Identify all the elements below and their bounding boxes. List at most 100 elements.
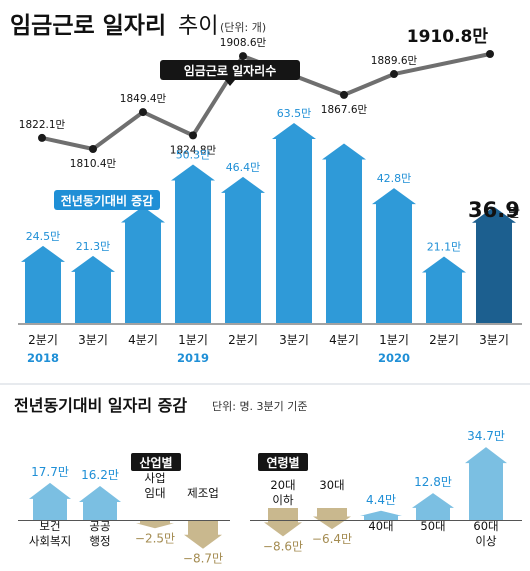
page-title: 임금근로 일자리 bbox=[10, 13, 166, 39]
year-label: 2019 bbox=[177, 351, 209, 365]
line-point-label: 1810.4만 bbox=[70, 158, 117, 170]
quarter-tick-label: 4분기 bbox=[329, 333, 359, 347]
quarter-bar bbox=[21, 245, 65, 323]
section-title: 전년동기대비 일자리 증감 bbox=[14, 396, 187, 415]
line-point bbox=[390, 70, 398, 79]
industry-bar bbox=[136, 520, 174, 529]
line-point-label: 1910.8만 bbox=[407, 27, 489, 47]
quarter-bar bbox=[422, 256, 466, 323]
age-bar-label: −6.4만 bbox=[312, 532, 352, 546]
industry-bar-label: 17.7만 bbox=[31, 465, 69, 479]
industry-bar bbox=[29, 482, 71, 520]
age-category-label: 30대 bbox=[319, 478, 344, 492]
industry-bar bbox=[79, 485, 121, 520]
line-point bbox=[486, 50, 494, 58]
last-value-unit: 만 bbox=[508, 206, 520, 221]
age-bar bbox=[313, 508, 351, 530]
quarter-bar-label: 46.4만 bbox=[226, 161, 261, 174]
unit-note: (단위: 개) bbox=[220, 21, 266, 34]
industry-bar-label: 16.2만 bbox=[81, 468, 119, 482]
age-category-label: 이하 bbox=[272, 493, 294, 507]
industry-bar bbox=[184, 520, 222, 549]
industry-bar-label: −8.7만 bbox=[183, 552, 223, 566]
age-bar-label: 4.4만 bbox=[366, 493, 396, 507]
industry-category-label: 사업 bbox=[144, 471, 165, 485]
line-point-label: 1824.8만 bbox=[170, 144, 217, 156]
age-bar bbox=[360, 510, 402, 520]
line-legend: 임금근로 일자리수 bbox=[160, 60, 300, 86]
age-bar-label: 12.8만 bbox=[414, 475, 452, 489]
industry-category-label: 제조업 bbox=[187, 486, 219, 500]
line-chart: 1822.1만 1810.4만 1849.4만 1824.8만 1908.6만 1867.… bbox=[19, 27, 494, 170]
quarter-tick-label: 4분기 bbox=[128, 333, 158, 347]
quarter-bar bbox=[71, 255, 115, 323]
quarter-bar-chart: 24.5만 21.3만 50.3만 46.4만 63.5만 42.8만 21.1만 2분기 20… bbox=[18, 107, 522, 365]
line-point bbox=[139, 108, 147, 117]
section-subtitle: 단위: 명. 3분기 기준 bbox=[212, 400, 308, 413]
line-legend-box bbox=[160, 60, 300, 80]
quarter-bar bbox=[171, 164, 215, 323]
age-bar-label: −8.6만 bbox=[263, 539, 303, 553]
last-value-number: 36.9 bbox=[468, 198, 520, 222]
industry-category-label: 임대 bbox=[144, 486, 165, 500]
last-value-highlight: 36.9 만 bbox=[468, 198, 520, 222]
quarter-bar bbox=[221, 176, 265, 323]
line-point bbox=[89, 145, 97, 153]
age-category-label: 40대 bbox=[368, 519, 393, 533]
industry-category-label: 행정 bbox=[89, 534, 110, 548]
line-point-label: 1822.1만 bbox=[19, 119, 66, 131]
industry-group-label: 산업별 bbox=[139, 455, 172, 470]
quarter-bar bbox=[272, 122, 316, 323]
page-title-suffix: 추이 bbox=[178, 14, 218, 39]
line-point bbox=[239, 52, 247, 61]
quarter-tick-label: 1분기 bbox=[379, 333, 409, 347]
age-bar-label: 34.7만 bbox=[467, 429, 505, 443]
quarter-bar-label: 42.8만 bbox=[377, 172, 412, 185]
industry-category-label: 보건 bbox=[39, 519, 60, 533]
year-label: 2018 bbox=[27, 351, 59, 365]
industry-bar-label: −2.5만 bbox=[135, 531, 175, 545]
bar-legend: 전년동기대비 증감 bbox=[54, 190, 160, 210]
quarter-bar-label: 24.5만 bbox=[26, 230, 61, 243]
age-group-label: 연령별 bbox=[266, 455, 299, 470]
line-point bbox=[189, 131, 197, 140]
age-bar bbox=[412, 493, 454, 520]
quarter-tick-label: 3분기 bbox=[479, 333, 509, 347]
quarter-tick-label: 1분기 bbox=[178, 333, 208, 347]
line-point-label: 1867.6만 bbox=[321, 104, 368, 116]
line-series bbox=[41, 52, 491, 151]
quarter-tick-label: 2분기 bbox=[28, 333, 58, 347]
year-label: 2020 bbox=[378, 351, 410, 365]
quarter-tick-label: 3분기 bbox=[279, 333, 309, 347]
quarter-tick-label: 2분기 bbox=[228, 333, 258, 347]
quarter-bar-label: 63.5만 bbox=[277, 107, 312, 120]
industry-category-label: 공공 bbox=[89, 519, 110, 533]
quarter-bar bbox=[121, 206, 165, 323]
quarter-bar-label: 50.3만 bbox=[176, 149, 211, 162]
line-point bbox=[340, 90, 348, 99]
age-bar bbox=[264, 508, 302, 537]
age-group-badge bbox=[258, 453, 308, 471]
line-legend-label: 임금근로 일자리수 bbox=[184, 63, 277, 78]
age-category-label: 50대 bbox=[420, 519, 445, 533]
bar-legend-label: 전년동기대비 증감 bbox=[61, 193, 154, 208]
quarter-bar bbox=[472, 206, 516, 323]
bar-legend-box bbox=[54, 190, 160, 210]
quarter-bar-label: 21.1만 bbox=[427, 241, 462, 254]
age-bar bbox=[465, 447, 507, 520]
line-point-label: 1889.6만 bbox=[371, 55, 418, 67]
industry-group-badge bbox=[131, 453, 181, 471]
quarter-tick-label: 3분기 bbox=[78, 333, 108, 347]
age-category-label: 20대 bbox=[270, 478, 295, 492]
industry-category-label: 사회복지 bbox=[29, 534, 71, 548]
line-point-label: 1849.4만 bbox=[120, 93, 167, 105]
quarter-tick-label: 2분기 bbox=[429, 333, 459, 347]
age-category-label: 60대 bbox=[473, 519, 498, 533]
quarter-bar bbox=[322, 143, 366, 323]
line-point-label: 1908.6만 bbox=[220, 37, 267, 49]
quarter-bar-label: 21.3만 bbox=[76, 240, 111, 253]
line-legend-pointer bbox=[225, 80, 235, 86]
age-category-label: 이상 bbox=[475, 534, 497, 548]
